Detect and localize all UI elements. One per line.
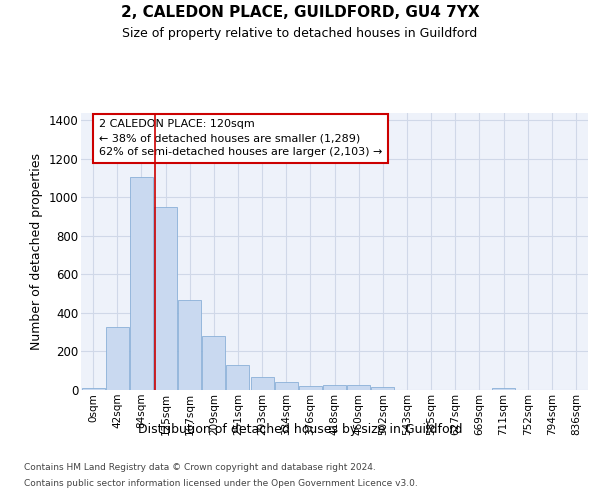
Text: 2 CALEDON PLACE: 120sqm
← 38% of detached houses are smaller (1,289)
62% of semi: 2 CALEDON PLACE: 120sqm ← 38% of detache…	[99, 120, 382, 158]
Bar	[82, 388, 104, 390]
Text: Distribution of detached houses by size in Guildford: Distribution of detached houses by size …	[138, 422, 462, 436]
Text: Contains public sector information licensed under the Open Government Licence v3: Contains public sector information licen…	[24, 478, 418, 488]
Bar	[492, 388, 515, 390]
Bar	[130, 177, 153, 390]
Bar	[371, 386, 394, 390]
Bar	[178, 300, 201, 390]
Bar	[251, 376, 274, 390]
Bar	[154, 208, 177, 390]
Bar	[275, 382, 298, 390]
Bar	[347, 385, 370, 390]
Y-axis label: Number of detached properties: Number of detached properties	[30, 153, 43, 350]
Bar	[299, 386, 322, 390]
Text: 2, CALEDON PLACE, GUILDFORD, GU4 7YX: 2, CALEDON PLACE, GUILDFORD, GU4 7YX	[121, 5, 479, 20]
Bar	[106, 328, 128, 390]
Bar	[202, 336, 225, 390]
Bar	[226, 365, 250, 390]
Text: Size of property relative to detached houses in Guildford: Size of property relative to detached ho…	[122, 28, 478, 40]
Text: Contains HM Land Registry data © Crown copyright and database right 2024.: Contains HM Land Registry data © Crown c…	[24, 462, 376, 471]
Bar	[323, 385, 346, 390]
